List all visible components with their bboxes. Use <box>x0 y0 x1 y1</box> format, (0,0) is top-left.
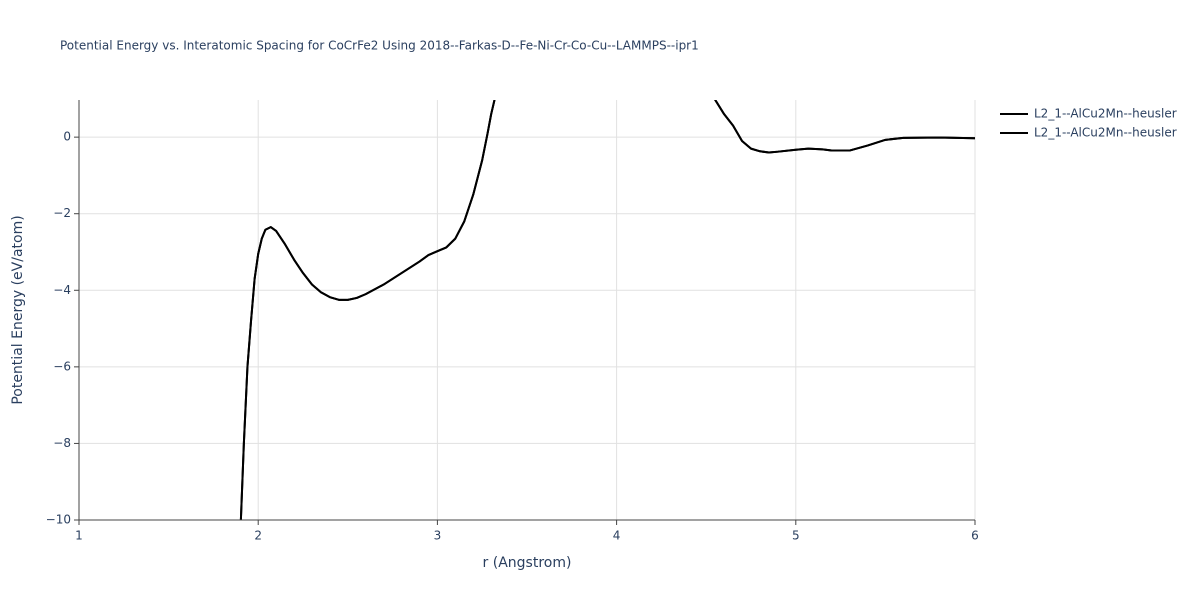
y-tick-label: −4 <box>53 283 71 297</box>
plot-area <box>239 100 975 520</box>
y-tick-label: 0 <box>63 130 71 144</box>
x-tick-label: 4 <box>613 529 621 543</box>
series-line <box>239 100 975 520</box>
axes: 1 2 3 4 5 6 −10 −8 −6 −4 −2 0 <box>46 100 979 543</box>
y-tick-label: −6 <box>53 359 71 373</box>
series-line <box>239 100 975 520</box>
x-axis-title: r (Angstrom) <box>483 555 572 571</box>
x-tick-label: 1 <box>75 529 83 543</box>
x-tick-label: 6 <box>971 529 979 543</box>
x-tick-label: 2 <box>254 529 262 543</box>
grid <box>78 100 976 521</box>
y-axis-title: Potential Energy (eV/atom) <box>10 215 26 404</box>
legend: L2_1--AlCu2Mn--heusler L2_1--AlCu2Mn--heu… <box>1000 107 1177 140</box>
x-tick-label: 3 <box>434 529 442 543</box>
legend-label: L2_1--AlCu2Mn--heusler <box>1034 126 1177 140</box>
chart-title: Potential Energy vs. Interatomic Spacing… <box>60 39 699 53</box>
y-tick-label: −8 <box>53 436 71 450</box>
y-tick-label: −2 <box>53 206 71 220</box>
y-tick-label: −10 <box>46 513 71 527</box>
x-tick-label: 5 <box>792 529 800 543</box>
legend-label: L2_1--AlCu2Mn--heusler <box>1034 107 1177 121</box>
